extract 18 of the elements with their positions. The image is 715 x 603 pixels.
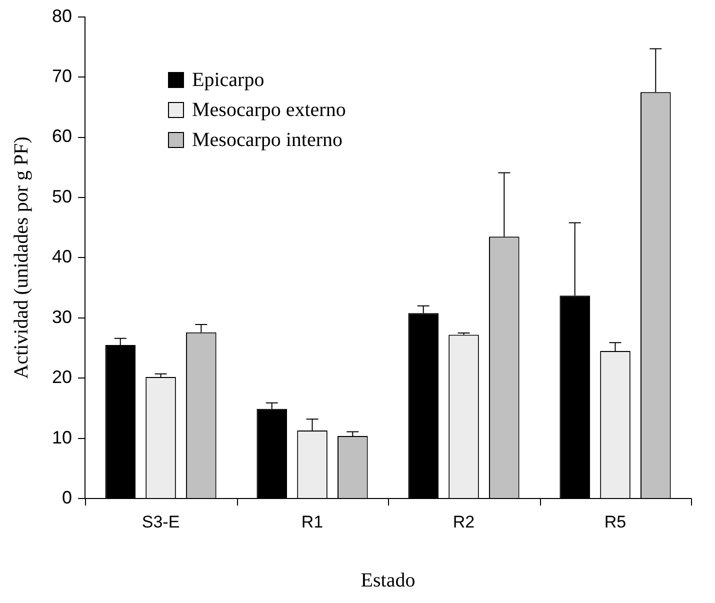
y-tick-label: 70 [52, 66, 72, 86]
y-tick-label: 40 [52, 246, 72, 267]
x-tick-label: R1 [301, 512, 324, 532]
y-tick-label: 80 [52, 6, 72, 26]
y-tick-label: 0 [62, 488, 72, 508]
y-tick-label: 30 [52, 306, 72, 327]
y-tick-label: 50 [52, 186, 72, 206]
x-tick-label: R2 [452, 512, 475, 532]
legend-label: Epicarpo [192, 68, 264, 92]
y-axis-title: Actividad (unidades por g PF) [10, 136, 32, 379]
y-tick-label: 60 [52, 126, 72, 146]
x-tick-label: R5 [604, 512, 626, 532]
x-tick-label: S3-E [142, 512, 180, 532]
x-axis-title: Estado [360, 569, 416, 592]
y-tick-label: 20 [52, 367, 72, 388]
legend-label: Mesocarpo interno [192, 128, 343, 152]
legend-label: Mesocarpo externo [192, 98, 346, 122]
y-tick-label: 10 [52, 427, 72, 448]
